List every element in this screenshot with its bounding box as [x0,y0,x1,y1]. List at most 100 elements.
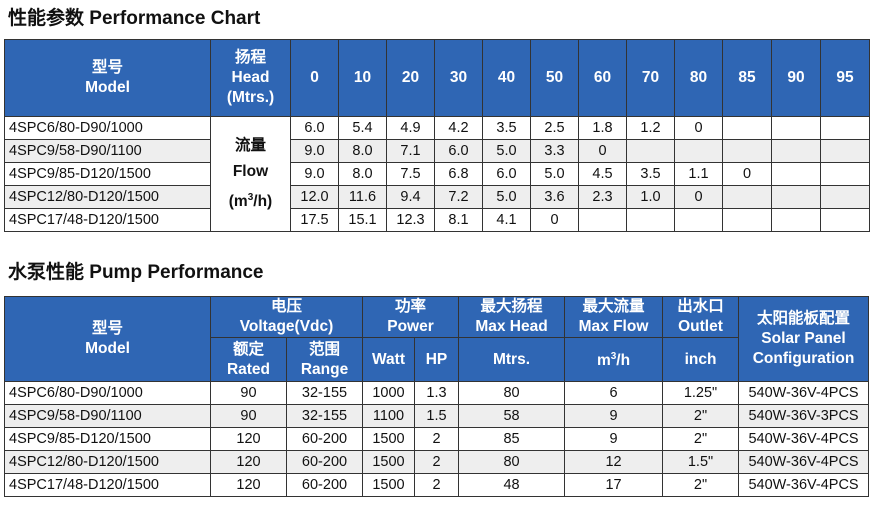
flow-label-cn: 流量 [234,136,266,154]
pump-row: 4SPC9/85-D120/1500 120 60-200 1500 2 85 … [4,427,870,451]
chart-row: 4SPC12/80-D120/1500 12.0 11.6 9.4 7.2 5.… [4,185,870,209]
flow-cell: 5.0 [482,139,531,163]
max-head-cell: 48 [458,473,566,497]
head-value-header: 0 [290,39,339,117]
head-value-header: 20 [386,39,435,117]
performance-chart-table: 型号 Model 扬程 Head (Mtrs.) 0 10 20 30 40 5… [4,39,870,232]
flow-cell: 8.1 [434,208,483,232]
model-header-en: Model [85,79,130,96]
solar-header-en2: Configuration [752,350,855,367]
flow-label-cell: 流量 Flow (m3/h) [210,116,291,232]
watt-cell: 1500 [362,450,415,474]
model-header-cn: 型号 [91,320,123,337]
model-cell: 4SPC6/80-D90/1000 [4,116,211,140]
flow-cell: 7.1 [386,139,435,163]
pump-row: 4SPC12/80-D120/1500 120 60-200 1500 2 80… [4,450,870,474]
flow-cell [771,208,821,232]
flow-cell [771,116,821,140]
outlet-cell: 1.5" [662,450,740,474]
flow-cell [820,116,870,140]
solar-header: 太阳能板配置 Solar Panel Configuration [738,296,870,382]
voltage-header-en: Voltage(Vdc) [239,318,334,335]
watt-cell: 1500 [362,473,415,497]
outlet-header-en: Outlet [678,318,723,335]
flow-cell [771,139,821,163]
solar-cell: 540W-36V-4PCS [738,381,870,405]
flow-cell: 6.8 [434,162,483,186]
flow-cell: 12.0 [290,185,339,209]
flow-cell [771,185,821,209]
flow-cell [674,208,723,232]
max-head-unit-header: Mtrs. [458,337,566,382]
flow-cell [722,185,772,209]
range-header-cn: 范围 [308,340,340,358]
max-flow-cell: 9 [564,427,664,451]
range-cell: 60-200 [286,450,363,474]
max-flow-header: 最大流量 Max Flow [564,296,664,338]
head-value-header: 10 [338,39,387,117]
range-cell: 60-200 [286,473,363,497]
flow-cell: 12.3 [386,208,435,232]
pump-row: 4SPC9/58-D90/1100 90 32-155 1100 1.5 58 … [4,404,870,428]
solar-header-cn: 太阳能板配置 [757,310,851,327]
rated-header: 额定 Rated [210,337,287,382]
range-cell: 32-155 [286,381,363,405]
flow-cell: 7.5 [386,162,435,186]
outlet-cell: 2" [662,404,740,428]
model-cell: 4SPC9/85-D120/1500 [4,427,211,451]
flow-cell: 1.8 [578,116,627,140]
head-value-header: 40 [482,39,531,117]
flow-cell: 6.0 [434,139,483,163]
solar-cell: 540W-36V-4PCS [738,473,870,497]
hp-cell: 2 [413,473,460,497]
outlet-cell: 2" [662,473,740,497]
head-value-header: 50 [530,39,579,117]
range-header-en: Range [300,360,349,378]
model-cell: 4SPC9/85-D120/1500 [4,162,211,186]
flow-cell: 3.5 [482,116,531,140]
hp-cell: 1.3 [413,381,460,405]
flow-cell [771,162,821,186]
model-cell: 4SPC17/48-D120/1500 [4,473,211,497]
max-head-cell: 85 [458,427,566,451]
flow-cell: 3.6 [530,185,579,209]
max-head-cell: 80 [458,450,566,474]
max-head-header: 最大扬程 Max Head [458,296,566,338]
flow-cell: 0 [674,116,723,140]
flow-cell: 3.5 [626,162,675,186]
rated-cell: 120 [210,450,287,474]
flow-cell: 8.0 [338,162,387,186]
outlet-header-cn: 出水口 [677,298,724,315]
model-cell: 4SPC12/80-D120/1500 [4,450,211,474]
head-value-header: 80 [674,39,723,117]
flow-cell [722,139,772,163]
outlet-cell: 1.25" [662,381,740,405]
head-value-header: 70 [626,39,675,117]
chart-row: 4SPC9/58-D90/1100 9.0 8.0 7.1 6.0 5.0 3.… [4,139,870,163]
hp-cell: 1.5 [413,404,460,428]
flow-cell: 3.3 [530,139,579,163]
flow-cell [820,185,870,209]
pump-row: 4SPC6/80-D90/1000 90 32-155 1000 1.3 80 … [4,381,870,405]
watt-cell: 1500 [362,427,415,451]
max-head-cell: 80 [458,381,566,405]
max-flow-unit-header: m3/h [564,337,664,382]
outlet-unit-header: inch [662,337,740,382]
solar-cell: 540W-36V-3PCS [738,404,870,428]
max-head-header-cn: 最大扬程 [480,298,543,315]
max-head-cell: 58 [458,404,566,428]
flow-cell: 17.5 [290,208,339,232]
head-value-header: 90 [771,39,821,117]
watt-cell: 1000 [362,381,415,405]
head-value-header: 60 [578,39,627,117]
max-flow-header-en: Max Flow [578,318,649,335]
flow-cell: 8.0 [338,139,387,163]
model-header-cn: 型号 [91,59,123,76]
chart-row: 4SPC9/85-D120/1500 9.0 8.0 7.5 6.8 6.0 5… [4,162,870,186]
max-head-header-en: Max Head [475,318,548,335]
max-flow-header-cn: 最大流量 [582,298,645,315]
performance-chart-title: 性能参数 Performance Chart [8,8,261,29]
head-header: 扬程 Head (Mtrs.) [210,39,291,117]
power-header-en: Power [387,318,434,335]
flow-cell [722,116,772,140]
